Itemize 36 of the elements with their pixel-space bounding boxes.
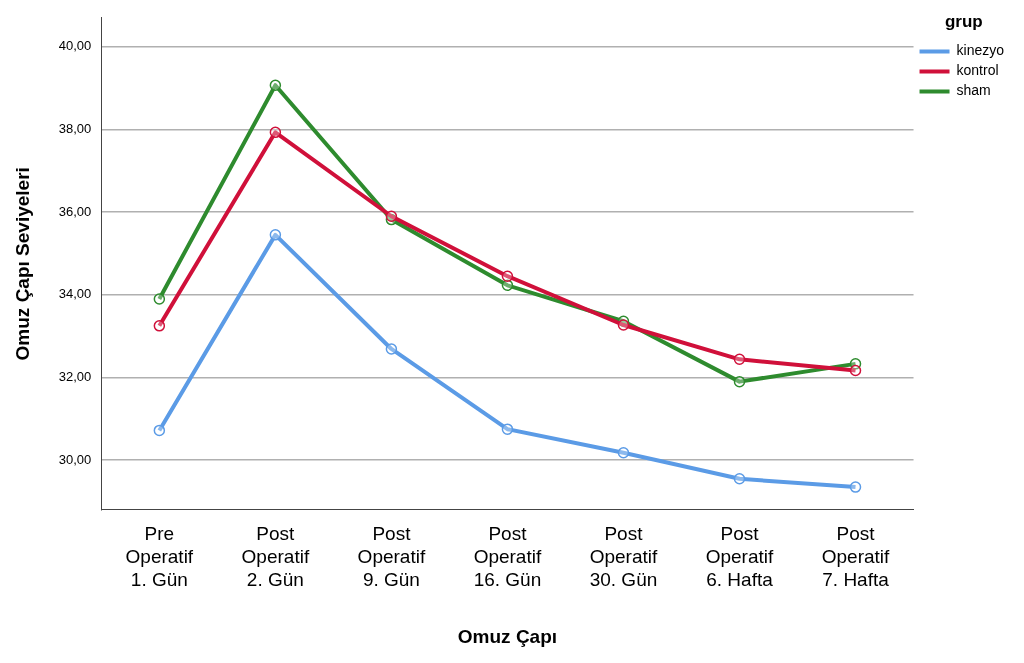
point — [501, 270, 514, 282]
point — [733, 375, 746, 388]
x-tick-label: Post Operatif 7. Hafta — [821, 523, 891, 591]
point — [153, 320, 166, 332]
point — [849, 481, 862, 493]
x-tick-label: Post Operatif 6. Hafta — [705, 523, 774, 591]
y-tick-label: 30,00 — [58, 451, 92, 467]
point — [617, 319, 630, 331]
x-axis-title: Omuz Çapı — [457, 625, 558, 647]
point — [617, 447, 630, 459]
legend-label: kinezyo — [956, 42, 1005, 59]
point — [269, 79, 282, 91]
y-tick-label: 40,00 — [58, 38, 92, 54]
y-axis-title: Omuz Çapı Seviyeleri — [11, 167, 33, 361]
y-tick-label: 32,00 — [58, 369, 92, 385]
point — [269, 229, 282, 241]
point — [385, 210, 398, 222]
point — [733, 473, 746, 485]
legend-label: sham — [956, 82, 991, 99]
x-tick-label: Post Operatif 16. Gün — [473, 523, 542, 591]
x-tick-label: Post Operatif 2. Gün — [241, 523, 310, 591]
point — [269, 126, 282, 139]
point — [385, 343, 398, 355]
point — [153, 424, 166, 437]
y-tick-label: 38,00 — [58, 121, 92, 137]
legend-label: kontrol — [956, 62, 999, 79]
point — [733, 353, 746, 366]
point — [153, 293, 166, 305]
y-tick-label: 36,00 — [58, 203, 92, 219]
point — [501, 423, 514, 435]
x-tick-label: Post Operatif 30. Gün — [589, 523, 658, 591]
point — [849, 364, 862, 377]
x-tick-label: Pre Operatif 1. Gün — [125, 523, 194, 591]
y-tick-label: 34,00 — [58, 286, 92, 302]
legend-title: grup — [944, 12, 983, 32]
x-tick-label: Post Operatif 9. Gün — [357, 523, 426, 591]
